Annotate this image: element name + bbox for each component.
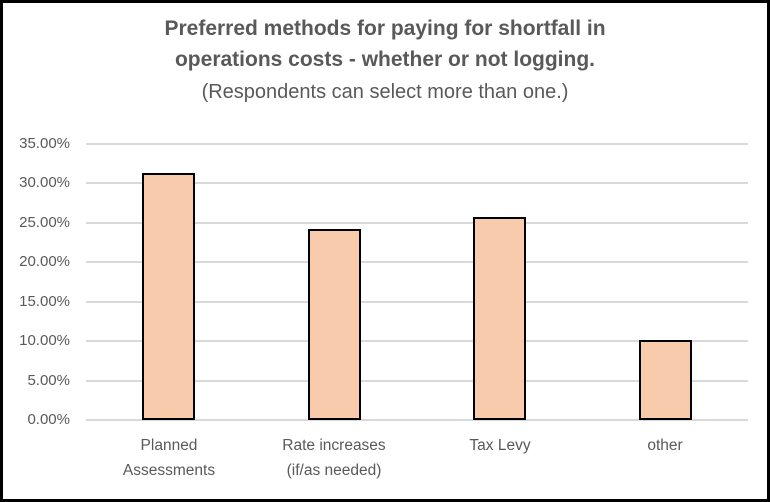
gridline bbox=[86, 143, 748, 145]
x-axis-category-label: Rate increases (if/as needed) bbox=[244, 433, 424, 483]
bar-tax-levy bbox=[473, 217, 526, 420]
gridline bbox=[86, 261, 748, 264]
chart-title-line1: Preferred methods for paying for shortfa… bbox=[164, 17, 606, 40]
x-axis-category-label-line: Rate increases bbox=[282, 437, 386, 454]
x-axis-category-label-line: other bbox=[647, 437, 683, 454]
y-axis-tick-label: 0.00% bbox=[27, 411, 70, 428]
y-axis-tick-label: 30.00% bbox=[19, 174, 70, 192]
chart-title-block: Preferred methods for paying for shortfa… bbox=[3, 13, 767, 107]
chart-title-line2: operations costs - whether or not loggin… bbox=[174, 48, 595, 71]
y-axis-tick-label: 25.00% bbox=[19, 213, 70, 231]
x-axis-category-label-line: (if/as needed) bbox=[286, 462, 382, 479]
x-axis-category-label: other bbox=[575, 433, 755, 458]
bar-rate-increases-if-as-needed bbox=[308, 229, 361, 420]
gridline bbox=[86, 300, 748, 303]
chart-subtitle: (Respondents can select more than one.) bbox=[201, 81, 569, 103]
x-axis-category-label: Planned Assessments bbox=[79, 433, 259, 483]
gridline bbox=[86, 182, 748, 185]
x-axis-category-label-line: Planned bbox=[140, 437, 198, 454]
y-axis-tick-label: 20.00% bbox=[19, 253, 70, 271]
bar-other bbox=[639, 340, 692, 420]
x-axis-category-label: Tax Levy bbox=[410, 433, 590, 458]
gridline bbox=[86, 379, 748, 382]
x-axis-category-label-line: Tax Levy bbox=[469, 437, 531, 454]
gridline bbox=[86, 340, 748, 343]
y-axis-tick-label: 5.00% bbox=[27, 371, 70, 389]
x-axis-line bbox=[86, 419, 748, 421]
x-axis-category-label-line: Assessments bbox=[122, 462, 216, 479]
y-axis-tick-label: 35.00% bbox=[19, 135, 70, 152]
bar-planned-assessments bbox=[142, 173, 195, 420]
y-axis-tick-label: 10.00% bbox=[19, 332, 70, 350]
gridline bbox=[86, 221, 748, 224]
y-axis-tick-label: 15.00% bbox=[19, 292, 70, 310]
